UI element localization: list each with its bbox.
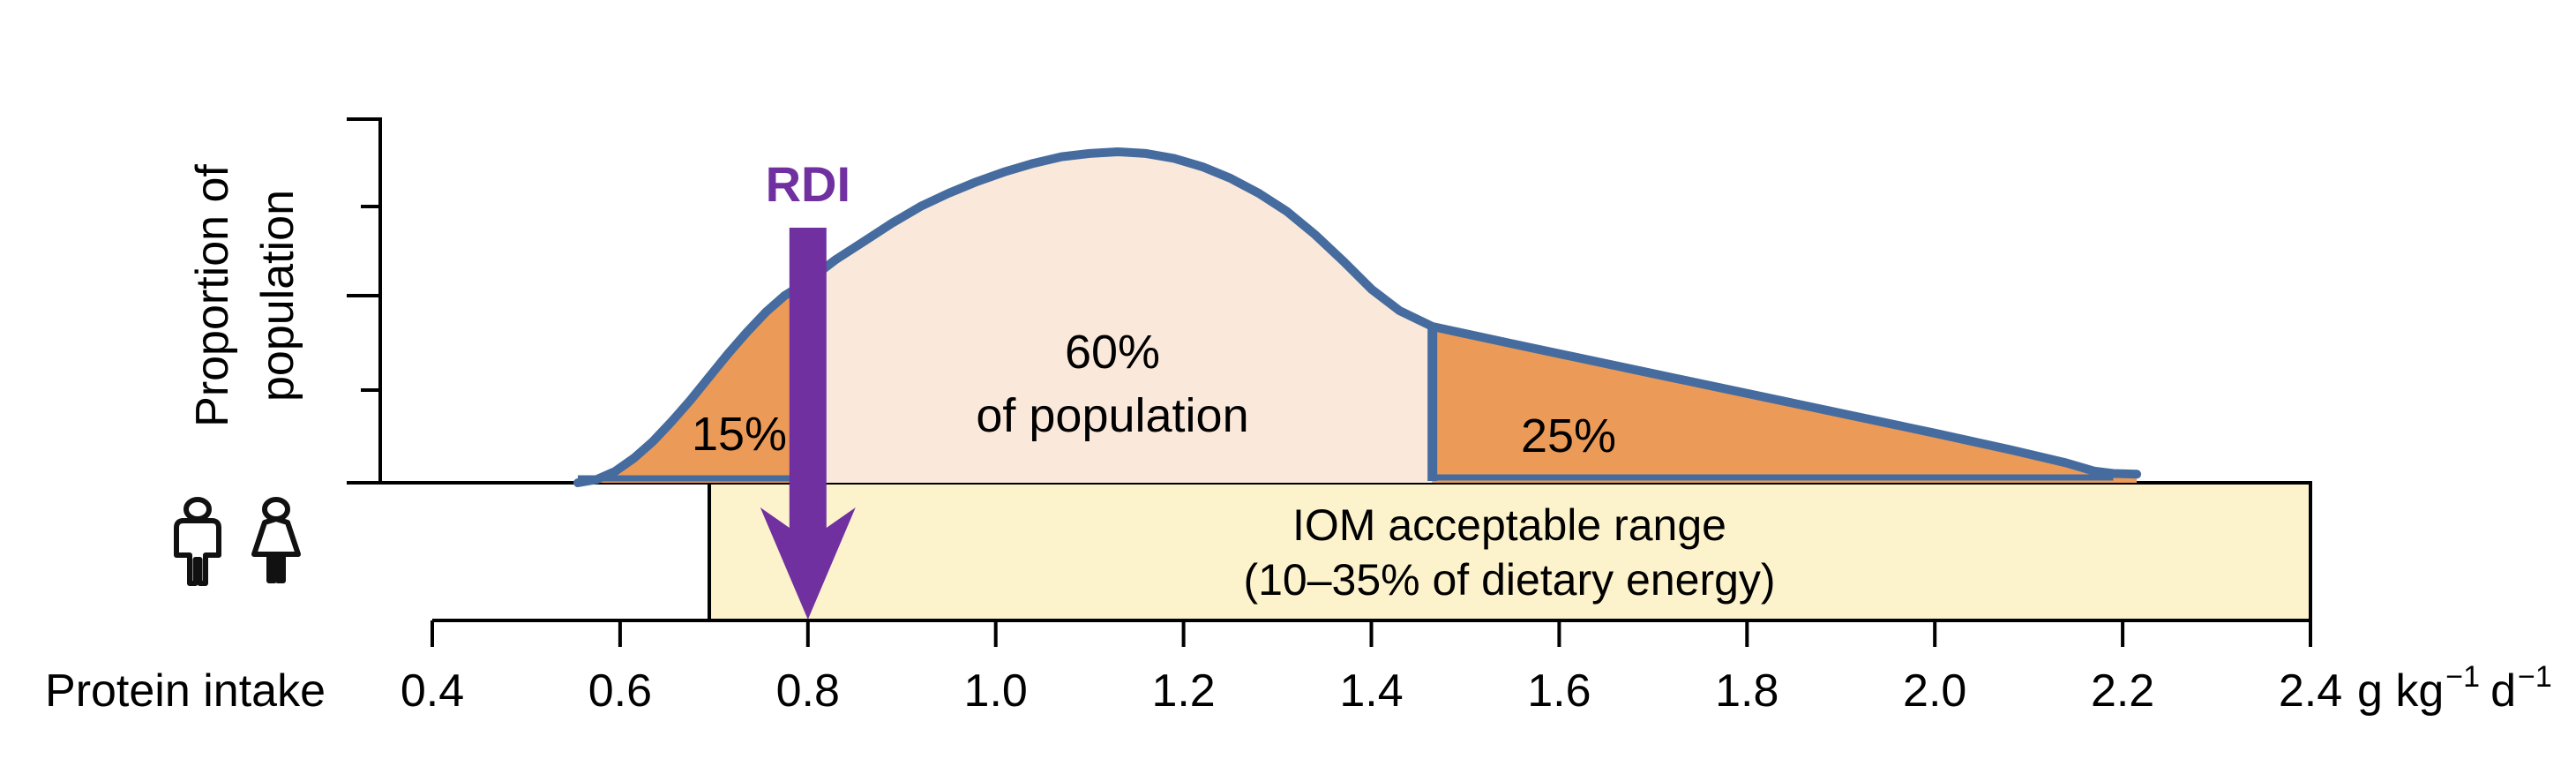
x-tick-label: 2.0 bbox=[1903, 665, 1966, 717]
iom-box-label-line2: (10–35% of dietary energy) bbox=[1243, 555, 1775, 605]
y-axis-label-line2: population bbox=[252, 190, 303, 402]
x-axis-title: Protein intake bbox=[45, 665, 326, 717]
y-axis-label-line1: Proportion of bbox=[187, 164, 238, 427]
male-icon-body bbox=[174, 518, 221, 586]
rdi-arrow-layer bbox=[760, 228, 856, 620]
female-icon bbox=[251, 497, 301, 583]
iom-box bbox=[708, 481, 2313, 622]
x-tick-label: 2.4 bbox=[2279, 665, 2342, 717]
x-tick-label: 1.8 bbox=[1715, 665, 1778, 717]
x-tick-labels-layer: 0.4 0.6 0.8 1.0 1.2 1.4 1.6 1.8 2.0 2.2 2.4 bbox=[401, 665, 2342, 717]
distribution-curve bbox=[573, 147, 2142, 487]
x-tick-label: 2.2 bbox=[2091, 665, 2154, 717]
rdi-arrow bbox=[760, 228, 856, 620]
x-tick-label: 1.6 bbox=[1527, 665, 1591, 717]
x-tick-label: 1.0 bbox=[964, 665, 1028, 717]
female-icon-legs bbox=[266, 552, 286, 583]
x-axis-unit-label: g kg−1 d−1 bbox=[2357, 660, 2552, 717]
x-tick-label: 0.4 bbox=[401, 665, 464, 717]
unit-sup-1: −1 bbox=[2445, 660, 2480, 694]
unit-sup-2: −1 bbox=[2518, 660, 2552, 694]
region-label-60pct-line2: of population bbox=[976, 389, 1248, 442]
male-icon-head bbox=[183, 497, 212, 522]
rdi-label: RDI bbox=[766, 156, 850, 212]
x-tick-label: 0.8 bbox=[776, 665, 840, 717]
distribution-outline-layer bbox=[573, 147, 2142, 487]
iom-box-layer bbox=[708, 481, 2313, 622]
region-label-15pct: 15% bbox=[692, 408, 787, 461]
region-fill-60pct bbox=[807, 152, 1433, 483]
unit-main-1: g kg bbox=[2357, 665, 2444, 717]
region-label-25pct: 25% bbox=[1521, 410, 1616, 462]
female-icon-head bbox=[262, 497, 290, 522]
male-icon bbox=[174, 497, 221, 586]
x-tick-label: 1.2 bbox=[1151, 665, 1215, 717]
female-icon-dress bbox=[251, 516, 301, 557]
unit-main-2: d bbox=[2490, 665, 2516, 717]
iom-box-label-line1: IOM acceptable range bbox=[1292, 500, 1726, 550]
region-label-60pct-line1: 60% bbox=[1065, 326, 1160, 379]
x-tick-label: 1.4 bbox=[1339, 665, 1403, 717]
x-tick-label: 0.6 bbox=[588, 665, 652, 717]
